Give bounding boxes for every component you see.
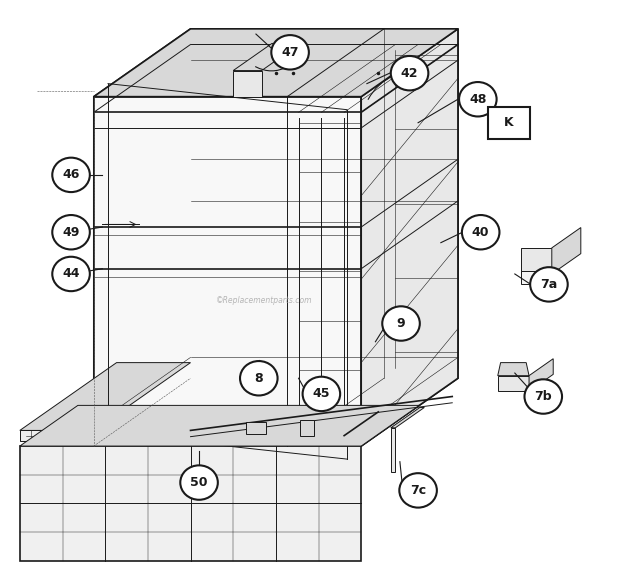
Circle shape: [459, 82, 497, 117]
Text: 45: 45: [312, 387, 330, 401]
FancyBboxPatch shape: [489, 107, 529, 139]
Polygon shape: [498, 363, 529, 375]
Circle shape: [462, 215, 500, 250]
Text: 7a: 7a: [540, 278, 557, 291]
Circle shape: [180, 466, 218, 500]
Bar: [300, 420, 314, 436]
Polygon shape: [233, 71, 262, 96]
Text: 40: 40: [472, 226, 489, 239]
Circle shape: [52, 158, 90, 192]
Circle shape: [52, 215, 90, 250]
Polygon shape: [361, 29, 458, 446]
Text: 46: 46: [63, 168, 80, 181]
Text: 48: 48: [469, 93, 487, 106]
Circle shape: [303, 377, 340, 411]
Polygon shape: [20, 430, 94, 441]
Text: 44: 44: [62, 267, 80, 281]
Polygon shape: [20, 405, 419, 446]
Polygon shape: [521, 272, 552, 284]
Polygon shape: [190, 29, 458, 378]
Polygon shape: [391, 408, 424, 428]
Text: 9: 9: [397, 317, 405, 330]
Polygon shape: [529, 359, 553, 391]
Text: K: K: [504, 116, 514, 129]
Circle shape: [240, 361, 278, 395]
Text: 42: 42: [401, 67, 419, 80]
Circle shape: [399, 473, 437, 507]
Polygon shape: [233, 44, 300, 71]
Polygon shape: [552, 227, 581, 274]
Text: 49: 49: [63, 226, 80, 239]
Text: 7b: 7b: [534, 390, 552, 403]
Polygon shape: [94, 29, 190, 446]
Text: 7c: 7c: [410, 484, 426, 497]
Polygon shape: [94, 96, 361, 446]
Polygon shape: [498, 375, 529, 391]
Polygon shape: [94, 378, 458, 446]
Circle shape: [391, 56, 428, 90]
Bar: [246, 421, 266, 434]
Circle shape: [525, 379, 562, 414]
Circle shape: [272, 35, 309, 69]
Circle shape: [383, 307, 420, 341]
Text: ©Replacementparts.com: ©Replacementparts.com: [216, 296, 312, 305]
Polygon shape: [521, 248, 552, 274]
Text: 47: 47: [281, 46, 299, 59]
Polygon shape: [391, 428, 396, 472]
Circle shape: [52, 257, 90, 291]
Polygon shape: [94, 29, 458, 96]
Text: 8: 8: [254, 372, 263, 385]
Polygon shape: [20, 363, 190, 430]
Circle shape: [530, 267, 568, 301]
Polygon shape: [20, 446, 361, 561]
Text: 50: 50: [190, 476, 208, 489]
